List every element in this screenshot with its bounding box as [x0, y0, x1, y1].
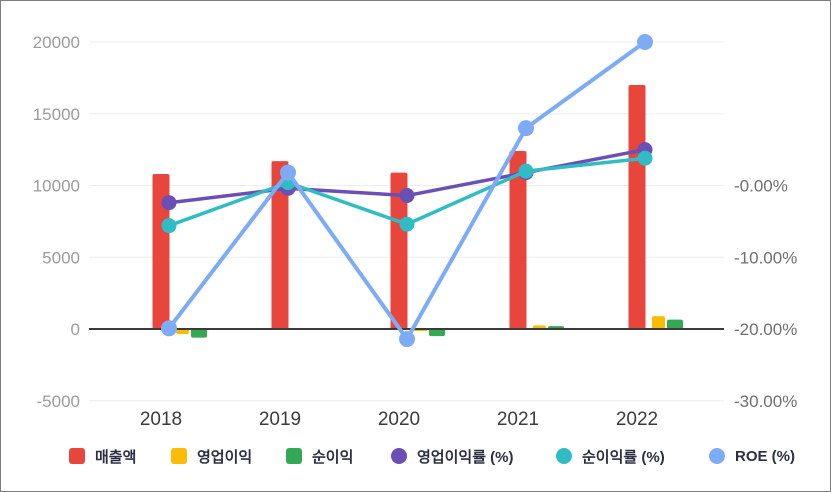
point-roe-2019[interactable] — [280, 164, 296, 181]
legend-item-net-profit[interactable]: 순이익 — [286, 444, 353, 468]
legend-label: 순이익률 (%) — [582, 448, 665, 466]
x-axis-label-2018: 2018 — [140, 409, 182, 430]
bar-revenue-2021[interactable] — [509, 151, 527, 329]
point-net-margin-2022[interactable] — [637, 150, 653, 166]
bar-net-profit-2020[interactable] — [429, 329, 445, 337]
chart-legend: 매출액 영업이익 순이익 영업이익률 (%) 순이익률 (%) ROE (%) — [1, 444, 830, 474]
right-axis-label: -10.00% — [734, 248, 797, 267]
left-axis-label: -5000 — [37, 392, 80, 411]
right-axis-label: -30.00% — [734, 392, 797, 411]
point-net-margin-2021[interactable] — [518, 163, 534, 179]
legend-item-net-margin[interactable]: 순이익률 (%) — [556, 444, 665, 468]
point-roe-2020[interactable] — [399, 331, 415, 348]
operating-margin-dot-icon — [391, 448, 407, 464]
legend-item-revenue[interactable]: 매출액 — [69, 444, 136, 468]
bar-revenue-2020[interactable] — [390, 172, 408, 329]
bar-revenue-2022[interactable] — [628, 85, 646, 329]
legend-item-operating-profit[interactable]: 영업이익 — [171, 444, 252, 468]
left-axis-label: 15000 — [33, 105, 80, 124]
operating-profit-swatch-icon — [171, 448, 187, 464]
left-axis-label: 20000 — [33, 33, 80, 52]
x-axis-label-2019: 2019 — [259, 409, 301, 430]
point-roe-2021[interactable] — [518, 120, 534, 137]
left-axis-label: 5000 — [42, 248, 80, 267]
x-axis-label-2020: 2020 — [378, 409, 420, 430]
legend-label: 영업이익 — [197, 448, 253, 466]
legend-label: 순이익 — [312, 448, 354, 466]
legend-label: 영업이익률 (%) — [417, 448, 514, 466]
point-roe-2018[interactable] — [161, 320, 177, 337]
x-axis-label-2021: 2021 — [497, 409, 539, 430]
bar-net-profit-2018[interactable] — [191, 329, 207, 338]
bar-revenue-2018[interactable] — [152, 174, 170, 329]
legend-item-operating-margin[interactable]: 영업이익률 (%) — [391, 444, 514, 468]
right-axis-label: -0.00% — [734, 177, 788, 196]
bar-revenue-2019[interactable] — [271, 161, 289, 329]
bar-operating-profit-2018[interactable] — [176, 329, 189, 335]
x-axis-label-2022: 2022 — [616, 409, 658, 430]
point-net-margin-2018[interactable] — [161, 218, 177, 234]
point-net-margin-2020[interactable] — [399, 216, 415, 232]
point-operating-margin-2018[interactable] — [161, 195, 177, 211]
legend-item-roe[interactable]: ROE (%) — [709, 444, 795, 468]
net-margin-dot-icon — [556, 448, 572, 464]
legend-label: 매출액 — [95, 448, 137, 466]
bar-operating-profit-2022[interactable] — [652, 316, 665, 329]
left-axis-label: 10000 — [33, 177, 80, 196]
legend-label: ROE (%) — [735, 447, 795, 465]
point-roe-2022[interactable] — [637, 34, 653, 50]
roe-dot-icon — [709, 448, 725, 464]
left-axis-label: 0 — [71, 320, 80, 339]
bar-net-profit-2022[interactable] — [667, 319, 683, 329]
right-axis-label: -20.00% — [734, 320, 797, 339]
net-profit-swatch-icon — [286, 448, 302, 464]
point-operating-margin-2020[interactable] — [399, 188, 415, 204]
revenue-swatch-icon — [69, 448, 85, 464]
